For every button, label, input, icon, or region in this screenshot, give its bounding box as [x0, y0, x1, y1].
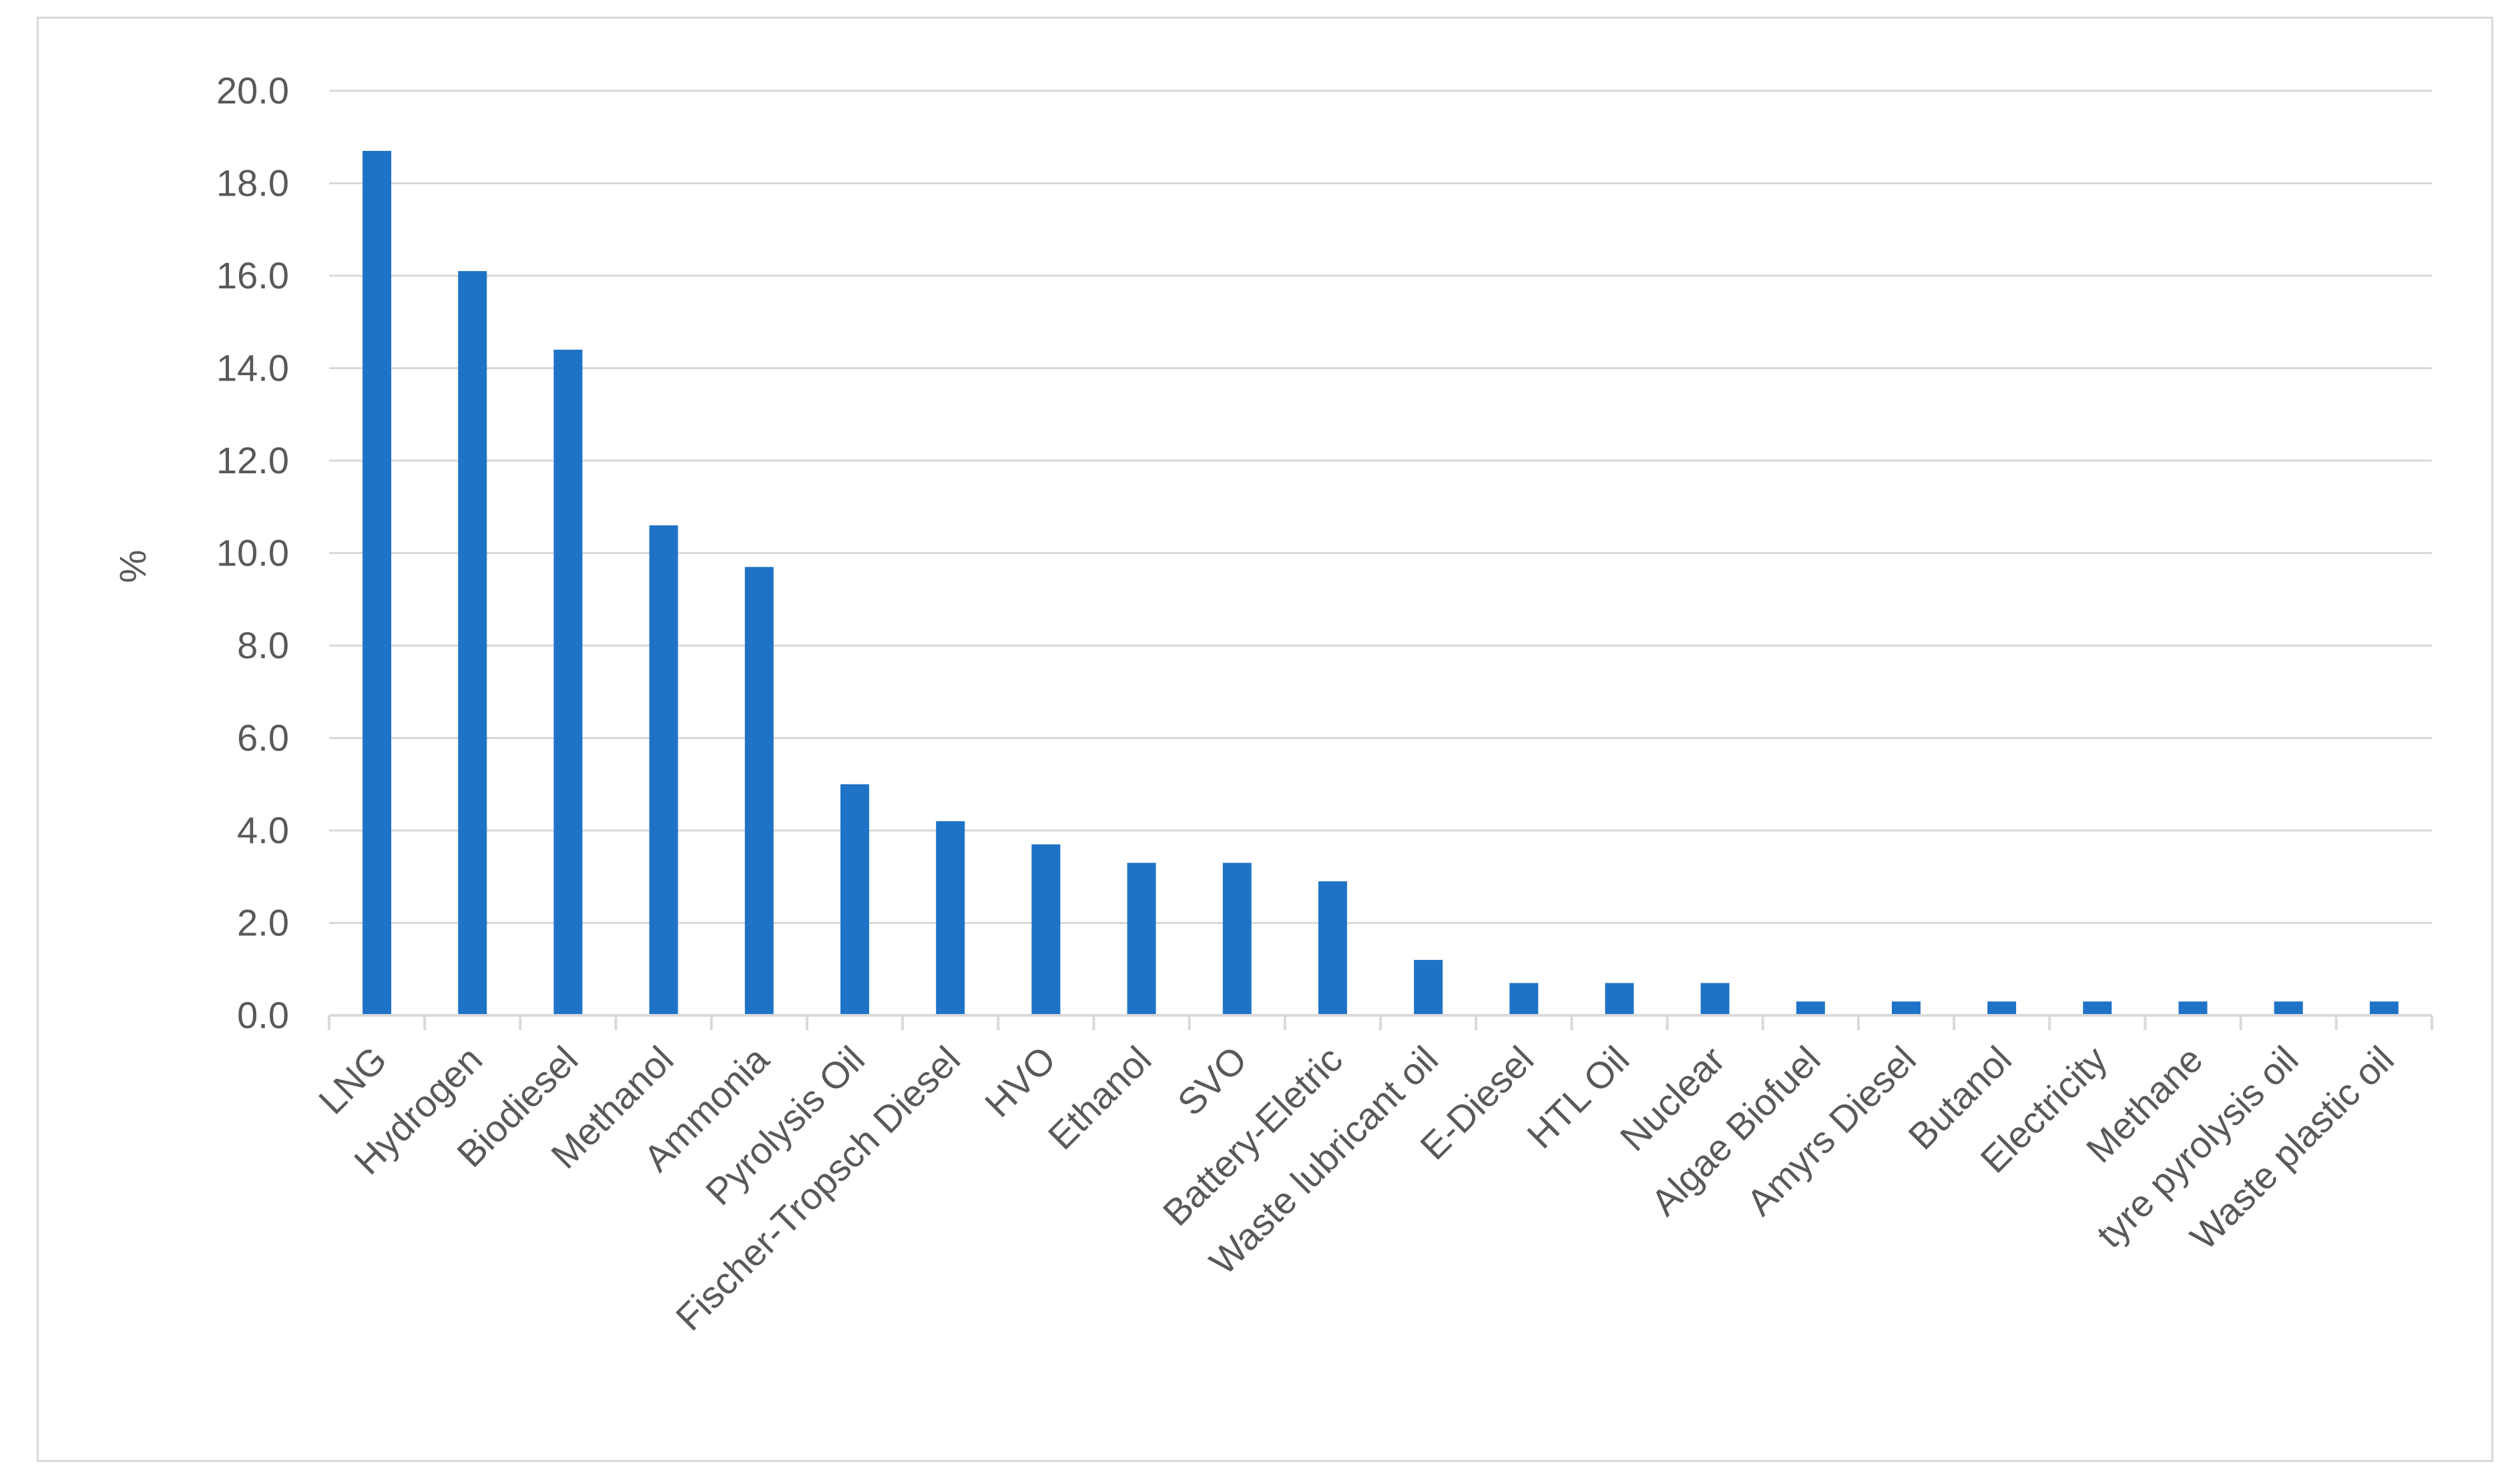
bar-e-diesel — [1509, 983, 1539, 1015]
x-axis-tick-labels: LNGHydrogenBiodieselMethanolAmmoniaPyrol… — [310, 1037, 2402, 1338]
bar-waste-lubricant-oil — [1414, 959, 1443, 1015]
bars — [362, 151, 2399, 1016]
x-tick-label: HTL Oil — [1519, 1038, 1637, 1156]
bar-methane — [2178, 1001, 2208, 1015]
bar-hydrogen — [458, 271, 487, 1016]
x-tick-label: HVO — [977, 1038, 1063, 1125]
y-tick-label: 10.0 — [216, 532, 289, 574]
y-tick-label: 0.0 — [237, 994, 289, 1036]
y-tick-label: 2.0 — [237, 902, 289, 944]
y-tick-label: 4.0 — [237, 809, 289, 851]
bar-biodiesel — [553, 349, 583, 1015]
y-tick-label: 8.0 — [237, 624, 289, 666]
bar-battery-eletric — [1318, 881, 1347, 1015]
bar-chart: 0.02.04.06.08.010.012.014.016.018.020.0 … — [111, 69, 2433, 1338]
y-tick-label: 16.0 — [216, 254, 289, 296]
y-tick-label: 6.0 — [237, 717, 289, 759]
bar-nuclear — [1700, 983, 1730, 1015]
bar-htl-oil — [1605, 983, 1634, 1015]
y-axis-tick-labels: 0.0 2.0 4.0 6.0 8.0 10.0 12.0 14.0 16.0 18.0 20.0 — [216, 69, 289, 1036]
gridlines — [329, 89, 2432, 924]
bar-tyre-pyrolysis-oil — [2274, 1001, 2303, 1015]
x-tick-label: Amyrs Diesel — [1738, 1038, 1924, 1224]
x-tick-label: Ethanol — [1040, 1038, 1160, 1158]
bar-butanol — [1987, 1001, 2017, 1015]
chart-frame: 0.0 2.0 4.0 6.0 8.0 10.0 12.0 14.0 16.0 18.0 20.0 … — [37, 17, 2493, 1462]
y-tick-label: 14.0 — [216, 347, 289, 389]
y-tick-label: 12.0 — [216, 439, 289, 481]
x-tick-label: LNG — [310, 1038, 395, 1122]
bar-electricity — [2083, 1001, 2112, 1015]
y-tick-label: 18.0 — [216, 162, 289, 204]
y-tick-label: 20.0 — [216, 69, 289, 111]
bar-ammonia — [744, 567, 774, 1015]
bar-lng — [362, 151, 392, 1015]
y-axis-title: % — [111, 550, 154, 583]
bar-waste-plastic-oil — [2369, 1001, 2399, 1015]
bar-fischer-tropsch-diesel — [936, 821, 965, 1015]
bar-svo — [1222, 862, 1252, 1015]
bar-algae-biofuel — [1796, 1001, 1825, 1015]
bar-hvo — [1031, 844, 1061, 1015]
bar-amyrs-diesel — [1892, 1001, 1921, 1015]
bar-ethanol — [1127, 862, 1156, 1015]
bar-pyrolysis-oil — [840, 784, 869, 1015]
bar-methanol — [649, 525, 678, 1015]
axes — [328, 1014, 2433, 1030]
x-tick-label: SVO — [1170, 1038, 1255, 1124]
